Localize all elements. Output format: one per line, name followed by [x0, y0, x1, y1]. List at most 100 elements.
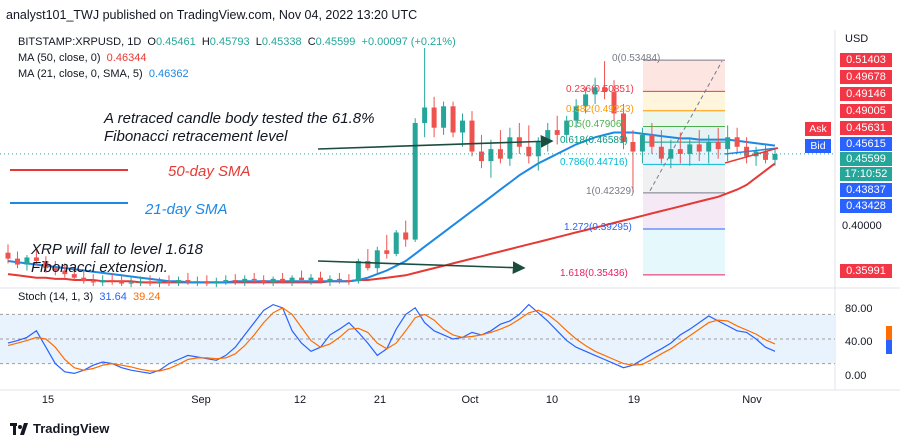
candle-body [5, 252, 11, 259]
candle-body [706, 142, 712, 152]
candle [317, 271, 323, 283]
candle [109, 272, 115, 285]
price-tick: 0.40000 [842, 220, 882, 232]
candle-body [346, 280, 352, 282]
candle-body [545, 130, 551, 143]
x-label: Oct [461, 394, 479, 406]
candle-body [763, 151, 769, 160]
candle-body [384, 250, 390, 254]
candle-body [71, 274, 77, 278]
candles[interactable] [0, 48, 835, 288]
low-value: 0.45338 [261, 36, 302, 48]
fib-level-label: 0.786(0.44716) [560, 157, 628, 169]
candle [715, 127, 721, 159]
stoch-d-line [7, 307, 776, 372]
sma50-extension [724, 147, 779, 164]
symbol-label: BITSTAMP:XRPUSD, 1D [18, 36, 142, 48]
candle [346, 274, 352, 285]
change-value: +0.00097 (+0.21%) [361, 36, 456, 48]
stoch-tick-80: 80.00 [845, 303, 873, 315]
candle [270, 276, 276, 286]
candle [630, 130, 636, 194]
candle-body [62, 270, 68, 275]
candle [573, 99, 579, 128]
ma21-legend[interactable]: MA (21, close, 0, SMA, 5) 0.46362 [18, 68, 189, 80]
sma50-line [7, 162, 776, 284]
candle-body [128, 282, 134, 284]
candle-body [355, 261, 361, 282]
candle-body [308, 277, 314, 281]
candle-body [242, 278, 248, 282]
stoch-k-value: 31.64 [99, 291, 127, 303]
fib-zone [643, 164, 725, 193]
candle [677, 132, 683, 164]
candle [535, 137, 541, 171]
candle-body [289, 277, 295, 282]
candle [100, 275, 106, 286]
candle-body [261, 280, 267, 283]
candle-body [33, 257, 39, 262]
stochastic-panel [0, 303, 835, 375]
candle [71, 266, 77, 281]
x-label: 15 [41, 394, 55, 406]
fib-level-label: 0.618(0.46589) [560, 135, 628, 147]
candle-body [658, 146, 664, 159]
stoch-d-value: 39.24 [133, 291, 161, 303]
high-value: 0.45793 [209, 36, 250, 48]
candle-body [422, 107, 428, 123]
candle [706, 134, 712, 164]
candle-body [194, 281, 200, 283]
ma50-value: 0.46344 [106, 52, 147, 64]
candle-body [166, 281, 172, 283]
x-label: 21 [373, 394, 387, 406]
candle [14, 251, 20, 269]
fib-level-label: 0.236(0.50851) [566, 84, 634, 96]
price-tag: 0.45599 [840, 152, 892, 166]
arrow-to-fib1618 [317, 260, 526, 275]
price-tag: 17:10:52 [840, 167, 892, 181]
price-tag: 0.51403 [840, 53, 892, 67]
ohlc-legend: BITSTAMP:XRPUSD, 1D O0.45461 H0.45793 L0… [18, 36, 456, 48]
fib-level-label: 1.618(0.35436) [560, 267, 628, 279]
candle-body [204, 281, 210, 284]
candle [185, 272, 191, 285]
fib-level-label: 0.5(0.47906) [568, 119, 625, 131]
published-text: analyst101_TWJ published on TradingView.… [6, 8, 418, 22]
candle-body [393, 232, 399, 254]
candle-body [630, 142, 636, 152]
fibonacci-retracement[interactable] [643, 59, 725, 276]
close-value: 0.45599 [315, 36, 356, 48]
candle-body [564, 120, 570, 135]
candle-body [317, 277, 323, 282]
candle-body [14, 258, 20, 265]
fib-level-label: 1(0.42329) [586, 185, 635, 197]
candle-body [620, 113, 626, 143]
candle [194, 276, 200, 286]
price-tag: 0.43837 [840, 183, 892, 197]
price-tag: 0.43428 [840, 199, 892, 213]
stoch-legend[interactable]: Stoch (14, 1, 3) 31.64 39.24 [18, 291, 161, 303]
candle [602, 61, 608, 100]
candle-body [431, 107, 437, 128]
price-tag: 0.45631 [840, 121, 892, 135]
candle-body [469, 120, 475, 152]
candle-body [175, 280, 181, 283]
currency-label: USD [845, 33, 869, 45]
candle [469, 111, 475, 157]
candle [460, 113, 466, 147]
candle [299, 270, 305, 283]
candle [336, 272, 342, 284]
fib-trend-line [649, 60, 723, 192]
candle [157, 277, 163, 288]
fib-level-label: 0.382(0.49223) [566, 103, 634, 115]
ma50-legend[interactable]: MA (50, close, 0) 0.46344 [18, 52, 147, 64]
candle [497, 130, 503, 164]
fib-zone [643, 142, 725, 165]
candle [564, 115, 570, 143]
candle [128, 277, 134, 288]
candle [327, 275, 333, 286]
chart-canvas[interactable] [0, 30, 900, 445]
tradingview-logo[interactable]: TradingView [10, 421, 109, 436]
candle-body [81, 277, 87, 282]
candle-body [687, 144, 693, 154]
